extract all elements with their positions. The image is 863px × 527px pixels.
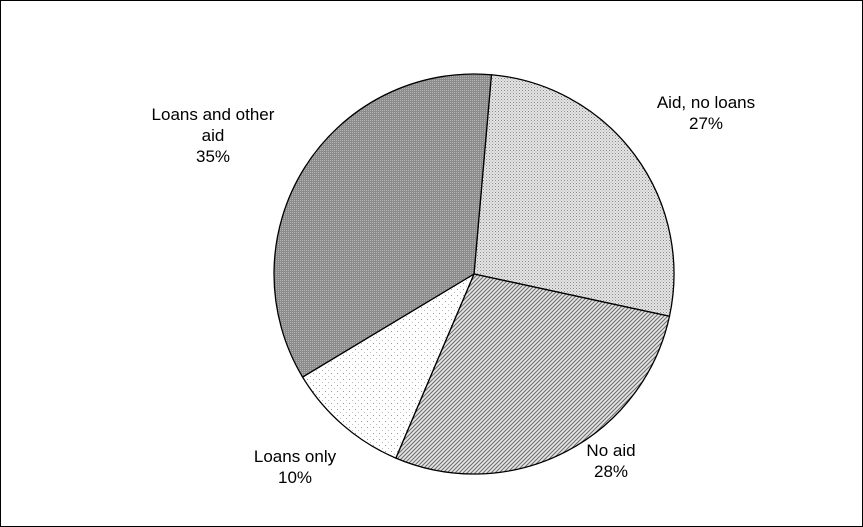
- slice-value-label: 35%: [196, 147, 230, 166]
- pie-slice-no-aid: [395, 273, 671, 475]
- slice-name-label: No aid: [586, 441, 635, 460]
- slice-label-loans-only: Loans only 10%: [254, 447, 337, 487]
- slice-label-loans-and-other-aid: Loans and other aid 35%: [152, 105, 275, 166]
- slice-name-label: Loans and other: [152, 105, 275, 124]
- slice-name-label: Aid, no loans: [657, 93, 755, 112]
- slice-value-label: 27%: [689, 114, 723, 133]
- pie-slice-aid-no-loans: [473, 74, 675, 317]
- slice-value-label: 28%: [594, 462, 628, 481]
- slice-value-label: 10%: [278, 468, 312, 487]
- slice-name-label: aid: [202, 126, 225, 145]
- pie-slice-loans-only: [301, 273, 475, 459]
- pie-slice-loans-and-other-aid: [273, 73, 493, 378]
- slice-label-no-aid: No aid 28%: [586, 441, 635, 481]
- slice-name-label: Loans only: [254, 447, 337, 466]
- slice-label-aid-no-loans: Aid, no loans 27%: [657, 93, 755, 133]
